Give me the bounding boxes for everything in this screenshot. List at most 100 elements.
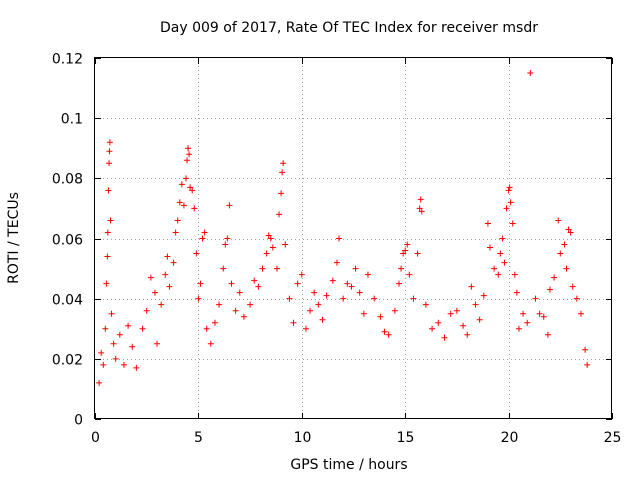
data-point bbox=[294, 280, 301, 287]
data-point bbox=[278, 190, 285, 197]
x-tick-label: 5 bbox=[194, 430, 203, 446]
data-point bbox=[429, 325, 436, 332]
data-point bbox=[176, 199, 183, 206]
data-point bbox=[106, 148, 113, 155]
data-point bbox=[298, 271, 305, 278]
data-point bbox=[464, 331, 471, 338]
data-point bbox=[162, 271, 169, 278]
data-point bbox=[199, 235, 206, 242]
data-point bbox=[224, 235, 231, 242]
data-point bbox=[441, 334, 448, 341]
data-point bbox=[151, 289, 158, 296]
data-point bbox=[154, 340, 161, 347]
data-point bbox=[211, 319, 218, 326]
data-point bbox=[96, 379, 103, 386]
chart-title: Day 009 of 2017, Rate Of TEC Index for r… bbox=[160, 20, 538, 36]
data-point bbox=[247, 301, 254, 308]
data-point bbox=[172, 229, 179, 236]
data-point bbox=[364, 271, 371, 278]
data-point bbox=[336, 235, 343, 242]
data-point bbox=[582, 346, 589, 353]
data-point bbox=[236, 289, 243, 296]
data-point bbox=[158, 301, 165, 308]
data-point bbox=[102, 325, 109, 332]
data-point bbox=[203, 325, 210, 332]
y-tick-label: 0.08 bbox=[52, 172, 83, 188]
data-point bbox=[352, 265, 359, 272]
plot-border bbox=[94, 57, 612, 419]
data-point bbox=[546, 286, 553, 293]
data-point bbox=[98, 349, 105, 356]
data-point bbox=[259, 265, 266, 272]
data-point bbox=[164, 253, 171, 260]
data-point bbox=[476, 316, 483, 323]
data-point bbox=[414, 250, 421, 257]
data-point bbox=[315, 301, 322, 308]
data-point bbox=[360, 310, 367, 317]
data-point bbox=[182, 175, 189, 182]
data-point bbox=[356, 289, 363, 296]
data-point bbox=[532, 295, 539, 302]
data-point bbox=[147, 274, 154, 281]
data-point bbox=[187, 184, 194, 191]
data-point bbox=[106, 160, 113, 167]
data-point bbox=[107, 217, 114, 224]
data-point bbox=[561, 241, 568, 248]
data-point bbox=[381, 328, 388, 335]
data-point bbox=[410, 295, 417, 302]
data-point bbox=[112, 355, 119, 362]
data-point bbox=[170, 259, 177, 266]
y-tick-label: 0 bbox=[74, 413, 83, 429]
data-point bbox=[116, 331, 123, 338]
data-point bbox=[105, 187, 112, 194]
data-point bbox=[174, 217, 181, 224]
data-point bbox=[400, 250, 407, 257]
x-tick-label: 10 bbox=[294, 430, 312, 446]
data-point bbox=[507, 199, 514, 206]
data-point bbox=[139, 325, 146, 332]
data-point bbox=[563, 265, 570, 272]
data-point bbox=[195, 295, 202, 302]
data-point bbox=[391, 307, 398, 314]
y-tick-label: 0.02 bbox=[52, 353, 83, 369]
data-point bbox=[497, 250, 504, 257]
data-point bbox=[404, 241, 411, 248]
data-point bbox=[506, 184, 513, 191]
data-point bbox=[447, 310, 454, 317]
data-point bbox=[129, 343, 136, 350]
data-marks bbox=[96, 70, 591, 386]
data-point bbox=[495, 271, 502, 278]
data-point bbox=[333, 259, 340, 266]
data-point bbox=[108, 310, 115, 317]
data-point bbox=[584, 361, 591, 368]
data-point bbox=[207, 340, 214, 347]
y-tick-label: 0.12 bbox=[52, 52, 83, 68]
data-point bbox=[501, 259, 508, 266]
data-point bbox=[311, 289, 318, 296]
data-point bbox=[290, 319, 297, 326]
data-point bbox=[120, 361, 127, 368]
data-point bbox=[567, 229, 574, 236]
data-point bbox=[348, 283, 355, 290]
data-point bbox=[527, 70, 534, 77]
data-point bbox=[491, 265, 498, 272]
data-point bbox=[226, 202, 233, 209]
data-point bbox=[197, 280, 204, 287]
data-point bbox=[222, 241, 229, 248]
data-point bbox=[186, 151, 193, 158]
data-point bbox=[319, 316, 326, 323]
data-point bbox=[468, 283, 475, 290]
data-point bbox=[395, 280, 402, 287]
data-point bbox=[166, 283, 173, 290]
data-point bbox=[402, 247, 409, 254]
y-tick-label: 0.06 bbox=[52, 233, 83, 249]
data-point bbox=[344, 280, 351, 287]
data-point bbox=[509, 220, 516, 227]
data-point bbox=[569, 283, 576, 290]
x-tick-label: 15 bbox=[397, 430, 415, 446]
data-point bbox=[515, 325, 522, 332]
data-point bbox=[255, 283, 262, 290]
data-point bbox=[273, 265, 280, 272]
data-point bbox=[557, 250, 564, 257]
data-point bbox=[577, 310, 584, 317]
